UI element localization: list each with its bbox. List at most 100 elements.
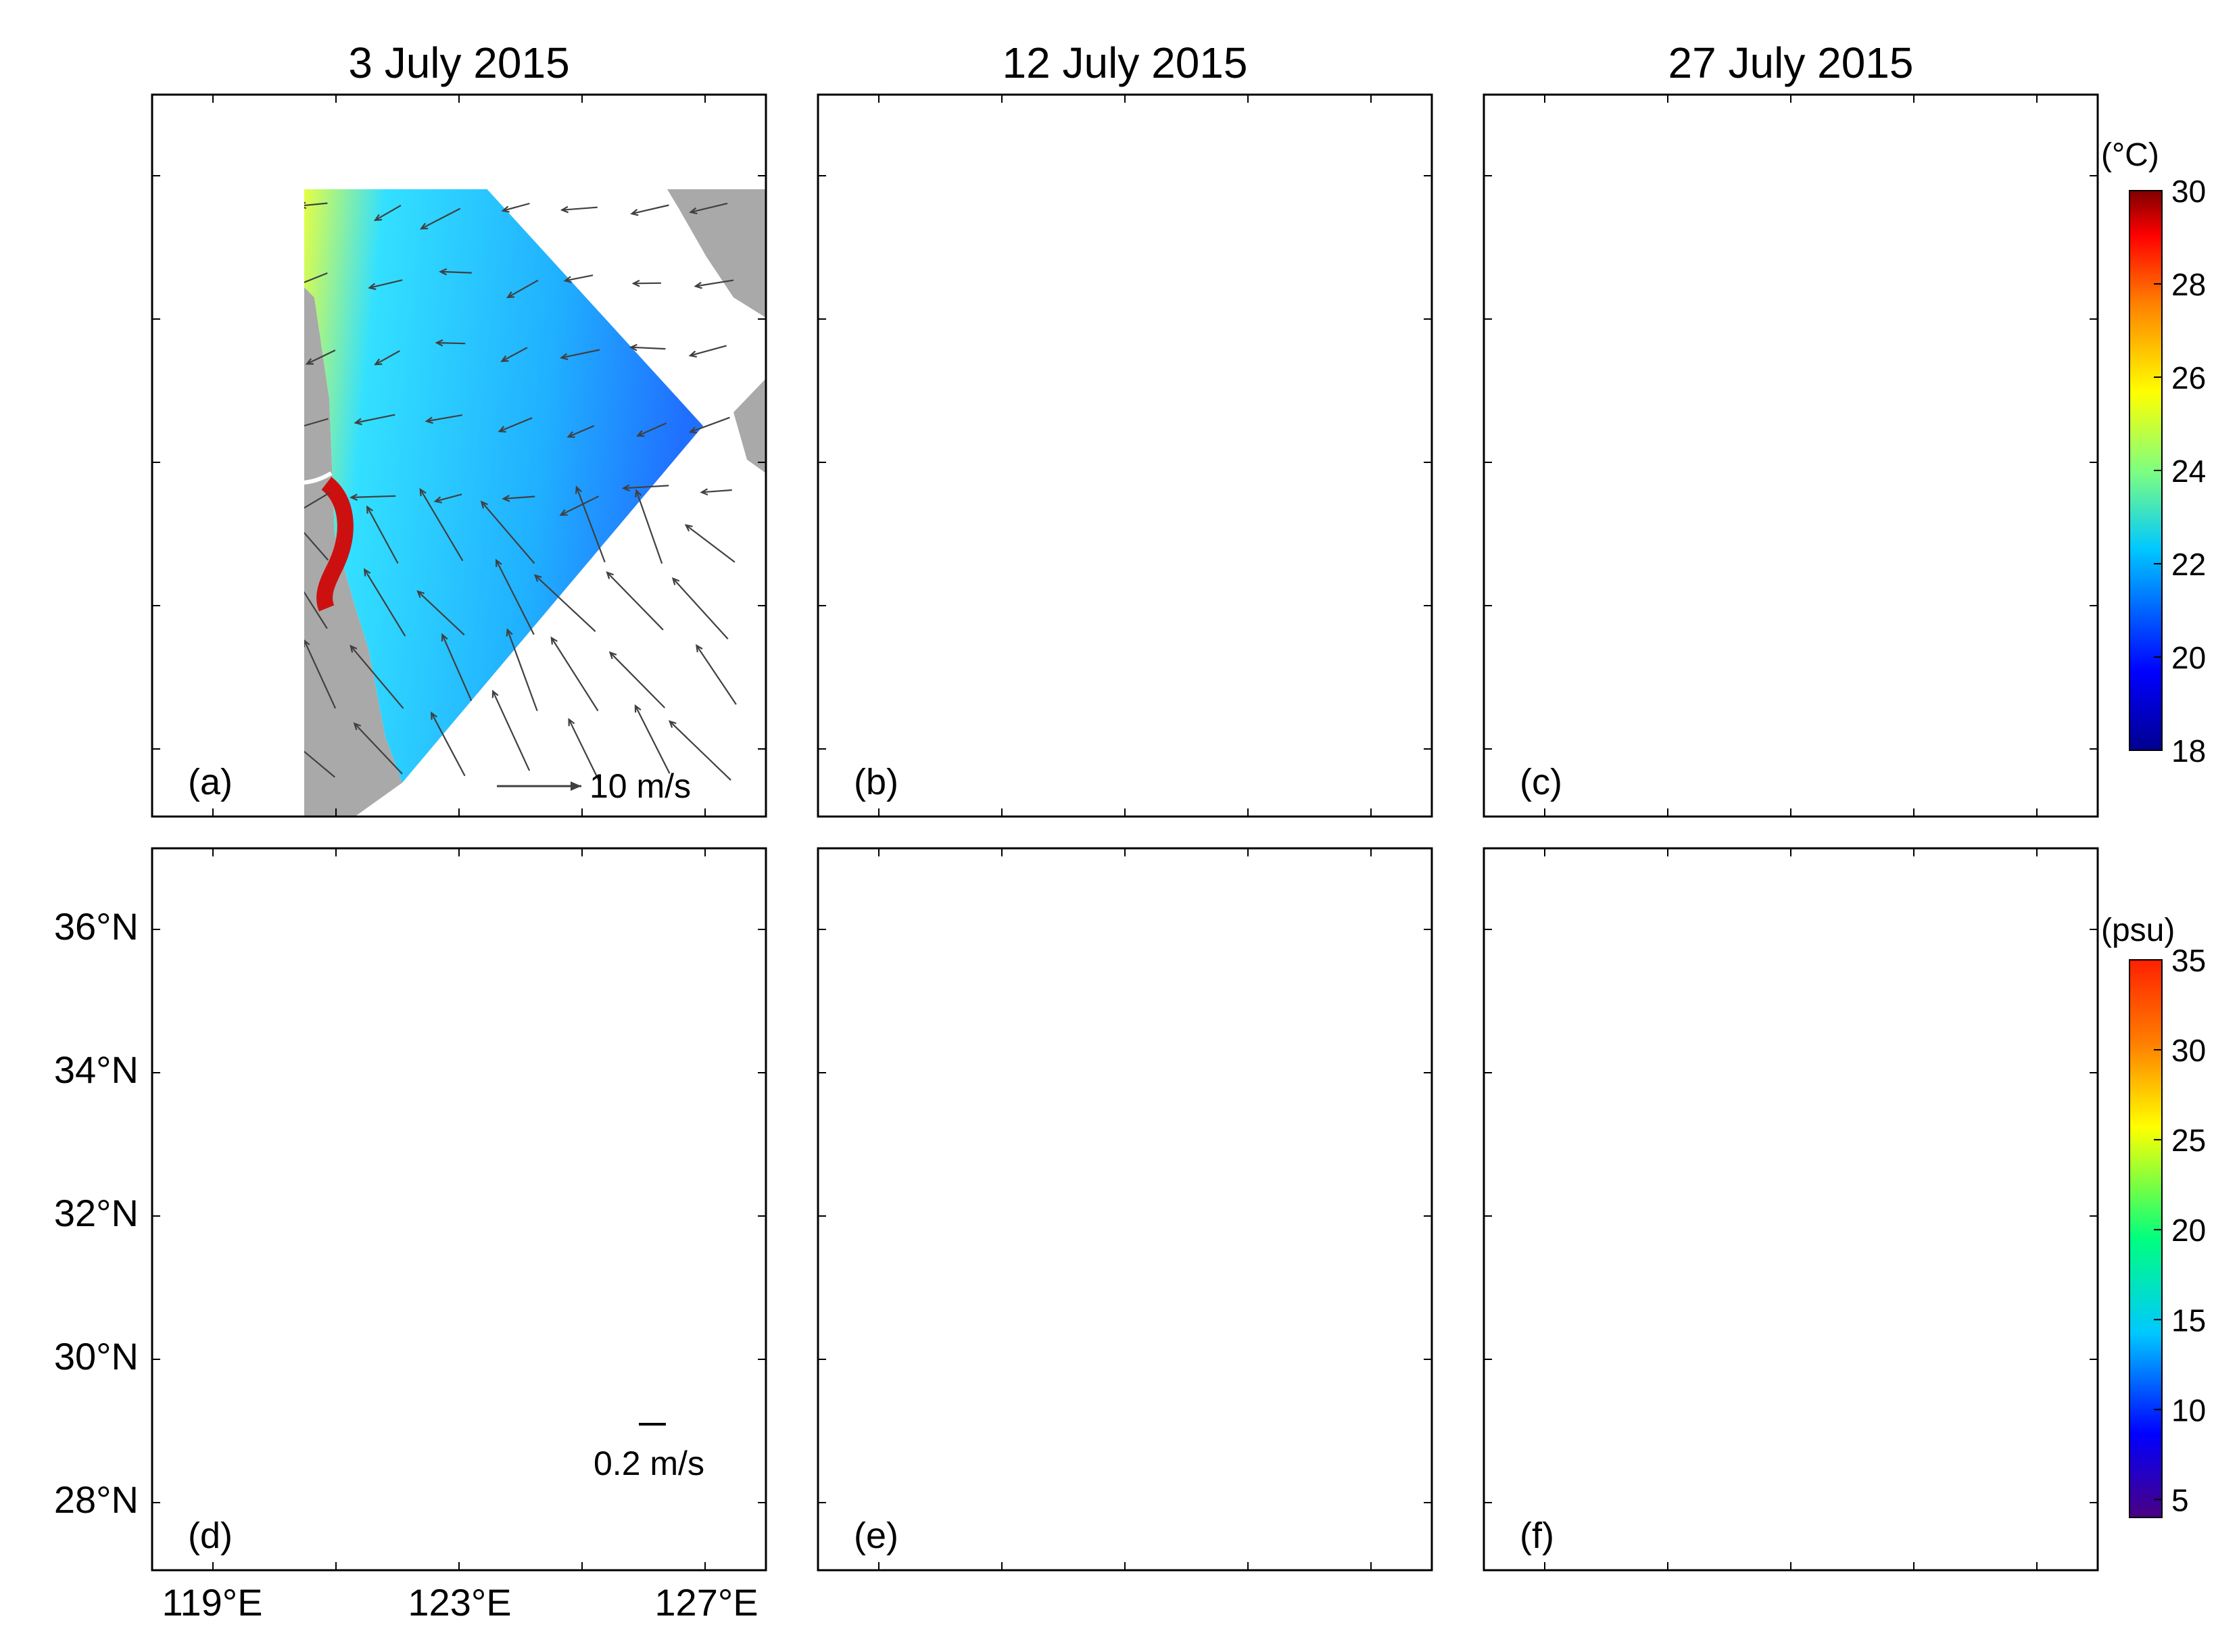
wind-arrow xyxy=(1401,139,1407,210)
current-arrow xyxy=(984,1271,1016,1284)
wind-arrow xyxy=(1393,646,1406,708)
current-arrow xyxy=(549,1384,579,1390)
wind-arrow xyxy=(480,500,535,564)
wind-arrow xyxy=(1262,66,1270,130)
current-arrow xyxy=(314,1230,344,1235)
wind-arrow xyxy=(635,422,667,437)
wind-arrow xyxy=(615,141,660,153)
river xyxy=(1504,500,1599,514)
current-arrow xyxy=(1344,1328,1359,1361)
wind-arrow xyxy=(501,202,530,213)
current-arrow xyxy=(1039,1038,1052,1077)
wind-arrow xyxy=(1264,646,1280,710)
colorbar-tick-label: 20 xyxy=(2171,640,2206,675)
wind-arrow xyxy=(433,493,462,504)
current-arrow xyxy=(1650,1130,1677,1142)
wind-arrow xyxy=(1501,379,1536,418)
current-arrow xyxy=(1883,1233,1913,1257)
wind-arrow xyxy=(1023,349,1060,367)
current-arrow xyxy=(614,1424,636,1429)
current-arrow xyxy=(423,1088,431,1125)
panel-background xyxy=(818,95,1432,817)
wind-arrow xyxy=(608,651,666,708)
current-arrow xyxy=(1890,975,1911,988)
current-arrow xyxy=(1950,1436,1975,1454)
current-arrow xyxy=(1827,1189,1848,1213)
wind-arrow xyxy=(1779,676,1796,702)
sst-field xyxy=(1585,132,2035,783)
current-arrow xyxy=(1827,1526,1863,1532)
wind-arrow xyxy=(1760,748,1796,773)
current-arrow xyxy=(1220,1228,1250,1259)
current-arrow xyxy=(1828,941,1847,958)
colorbar-tick-label: 22 xyxy=(2171,547,2206,582)
current-arrow xyxy=(1335,1081,1370,1086)
current-arrow xyxy=(1763,1435,1782,1460)
wind-arrow xyxy=(364,568,406,637)
current-arrow xyxy=(440,971,479,981)
wind-arrow xyxy=(684,524,736,563)
current-arrow xyxy=(557,1427,583,1434)
wind-arrow xyxy=(2042,240,2067,273)
river xyxy=(838,1254,933,1267)
current-arrow xyxy=(615,1262,650,1278)
wind-arrow xyxy=(1838,520,1865,558)
wind-arrow xyxy=(1952,99,1994,130)
current-arrow xyxy=(1042,984,1084,993)
current-arrow xyxy=(988,1432,1018,1467)
current-arrow xyxy=(1214,1256,1245,1285)
wind-arrow xyxy=(2031,523,2066,560)
current-arrow xyxy=(1884,1140,1916,1162)
current-arrow xyxy=(372,983,378,1009)
wind-arrow xyxy=(1147,704,1194,721)
current-arrow xyxy=(670,1179,676,1207)
current-arrow xyxy=(316,1376,322,1398)
current-arrow xyxy=(489,1137,495,1173)
wind-arrow xyxy=(500,347,528,362)
wind-arrow xyxy=(841,562,871,581)
current-arrow xyxy=(1645,1019,1673,1035)
land-korea xyxy=(1957,95,2098,318)
wind-arrow xyxy=(961,496,1003,527)
current-arrow xyxy=(1040,1138,1053,1182)
wind-arrow xyxy=(1973,752,1999,772)
wind-arrow xyxy=(621,484,669,492)
wind-arrow xyxy=(1635,550,1662,568)
current-arrow xyxy=(316,988,350,998)
current-arrow xyxy=(1773,1135,1779,1157)
wind-arrow xyxy=(1711,732,1735,774)
current-arrow xyxy=(1340,927,1378,936)
wind-arrow xyxy=(439,268,472,276)
wind-arrow xyxy=(700,488,732,496)
wind-arrow xyxy=(1088,774,1130,797)
current-arrow xyxy=(499,1382,518,1396)
current-arrow xyxy=(1284,1531,1312,1563)
current-arrow xyxy=(1280,1090,1311,1102)
current-arrow xyxy=(982,978,1030,986)
wind-arrow xyxy=(1490,170,1533,201)
current-arrow xyxy=(983,914,1006,935)
current-arrow xyxy=(1165,1465,1205,1483)
wind-arrow xyxy=(1910,113,1936,140)
current-arrow xyxy=(1337,988,1355,1034)
river xyxy=(172,500,267,514)
wind-arrow xyxy=(1313,198,1335,274)
land-korea xyxy=(667,189,766,318)
land-korea xyxy=(1291,95,1432,318)
current-arrow xyxy=(383,1534,398,1572)
land-korea xyxy=(1291,848,1432,1071)
column-title-2: 12 July 2015 xyxy=(1003,39,1248,87)
current-arrow xyxy=(316,1034,338,1046)
wind-arrow xyxy=(533,574,596,633)
wind-arrow xyxy=(368,279,403,291)
current-arrow xyxy=(1280,1314,1317,1327)
temperature-colorbar-ticks: 30 28 26 24 22 20 18 xyxy=(2154,174,2206,769)
wind-arrow xyxy=(1313,439,1330,493)
wind-arrow xyxy=(1764,458,1803,487)
wind-arrow xyxy=(1639,313,1670,348)
wind-arrow xyxy=(947,133,995,146)
warm-coastal-water xyxy=(1656,483,1677,608)
current-arrow xyxy=(1333,1002,1352,1031)
river xyxy=(1524,464,1663,483)
wind-arrow xyxy=(1574,107,1593,140)
